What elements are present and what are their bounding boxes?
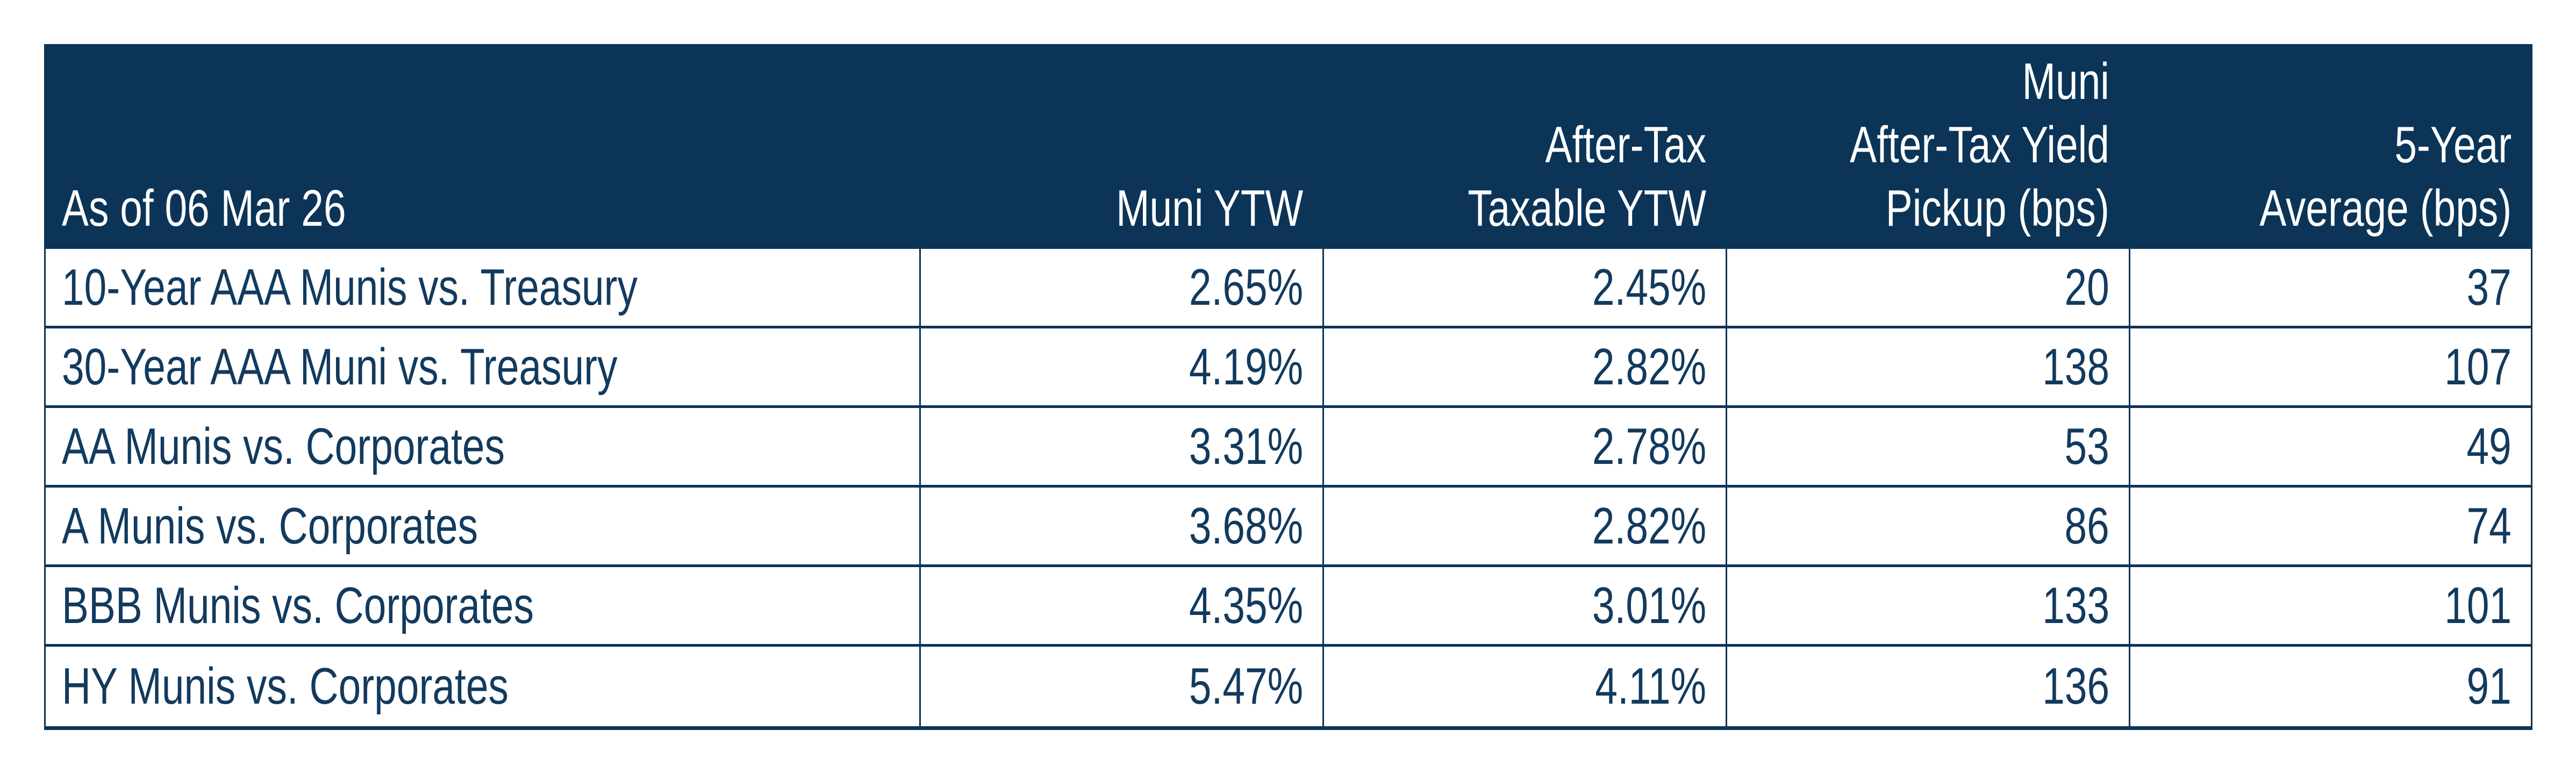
cell-muni-ytw: 5.47% — [919, 647, 1322, 726]
cell-label: HY Munis vs. Corporates — [46, 647, 919, 726]
table-row: BBB Munis vs. Corporates 4.35% 3.01% 133… — [46, 567, 2531, 647]
header-cell-muni-ytw: Muni YTW — [919, 46, 1322, 249]
header-label-after-tax-taxable-ytw: After-Tax Taxable YTW — [1468, 116, 1706, 237]
cell-text: HY Munis vs. Corporates — [62, 657, 509, 715]
cell-muni-ytw: 2.65% — [919, 249, 1322, 326]
cell-text: 20 — [2064, 258, 2109, 316]
cell-text: 4.19% — [1189, 338, 1303, 396]
cell-after-tax-taxable-ytw: 2.82% — [1322, 328, 1726, 405]
table-row: AA Munis vs. Corporates 3.31% 2.78% 53 4… — [46, 408, 2531, 488]
cell-text: 2.78% — [1592, 417, 1706, 475]
cell-5yr-average-bps: 49 — [2129, 408, 2531, 485]
table-row: HY Munis vs. Corporates 5.47% 4.11% 136 … — [46, 647, 2531, 726]
cell-after-tax-taxable-ytw: 2.82% — [1322, 488, 1726, 564]
cell-text: A Munis vs. Corporates — [62, 497, 478, 555]
table-row: 30-Year AAA Muni vs. Treasury 4.19% 2.82… — [46, 328, 2531, 408]
cell-text: 3.31% — [1189, 417, 1303, 475]
cell-text: 30-Year AAA Muni vs. Treasury — [62, 338, 618, 396]
table-header-row: As of 06 Mar 26 Muni YTW After-Tax Taxab… — [46, 46, 2531, 249]
cell-pickup-bps: 136 — [1726, 647, 2129, 726]
cell-text: AA Munis vs. Corporates — [62, 417, 505, 475]
cell-text: BBB Munis vs. Corporates — [62, 576, 534, 634]
cell-label: 10-Year AAA Munis vs. Treasury — [46, 249, 919, 326]
cell-text: 2.45% — [1592, 258, 1706, 316]
cell-text: 86 — [2064, 497, 2109, 555]
cell-pickup-bps: 20 — [1726, 249, 2129, 326]
table-row: A Munis vs. Corporates 3.68% 2.82% 86 74 — [46, 488, 2531, 567]
cell-after-tax-taxable-ytw: 4.11% — [1322, 647, 1726, 726]
cell-text: 136 — [2042, 657, 2109, 715]
cell-after-tax-taxable-ytw: 2.45% — [1322, 249, 1726, 326]
cell-5yr-average-bps: 37 — [2129, 249, 2531, 326]
header-cell-as-of-date: As of 06 Mar 26 — [46, 46, 919, 249]
cell-text: 2.65% — [1189, 258, 1303, 316]
cell-text: 3.01% — [1592, 576, 1706, 634]
cell-after-tax-taxable-ytw: 2.78% — [1322, 408, 1726, 485]
cell-label: BBB Munis vs. Corporates — [46, 567, 919, 644]
cell-5yr-average-bps: 74 — [2129, 488, 2531, 564]
cell-text: 133 — [2042, 576, 2109, 634]
cell-5yr-average-bps: 101 — [2129, 567, 2531, 644]
cell-text: 74 — [2466, 497, 2511, 555]
cell-text: 37 — [2466, 258, 2511, 316]
cell-text: 2.82% — [1592, 338, 1706, 396]
table-row: 10-Year AAA Munis vs. Treasury 2.65% 2.4… — [46, 249, 2531, 328]
header-cell-muni-after-tax-yield-pickup: Muni After-Tax Yield Pickup (bps) — [1726, 46, 2129, 249]
cell-text: 49 — [2466, 417, 2511, 475]
cell-pickup-bps: 138 — [1726, 328, 2129, 405]
cell-text: 107 — [2444, 338, 2511, 396]
cell-muni-ytw: 3.68% — [919, 488, 1322, 564]
muni-yield-table: As of 06 Mar 26 Muni YTW After-Tax Taxab… — [44, 44, 2532, 730]
cell-after-tax-taxable-ytw: 3.01% — [1322, 567, 1726, 644]
header-cell-5-year-average: 5-Year Average (bps) — [2129, 46, 2531, 249]
cell-text: 5.47% — [1189, 657, 1303, 715]
cell-label: 30-Year AAA Muni vs. Treasury — [46, 328, 919, 405]
cell-muni-ytw: 4.19% — [919, 328, 1322, 405]
cell-5yr-average-bps: 91 — [2129, 647, 2531, 726]
header-cell-after-tax-taxable-ytw: After-Tax Taxable YTW — [1322, 46, 1726, 249]
header-label-as-of-date: As of 06 Mar 26 — [62, 180, 346, 237]
cell-5yr-average-bps: 107 — [2129, 328, 2531, 405]
cell-text: 138 — [2042, 338, 2109, 396]
cell-label: A Munis vs. Corporates — [46, 488, 919, 564]
header-label-muni-ytw: Muni YTW — [1115, 180, 1303, 237]
cell-pickup-bps: 53 — [1726, 408, 2129, 485]
cell-muni-ytw: 4.35% — [919, 567, 1322, 644]
cell-text: 53 — [2064, 417, 2109, 475]
cell-muni-ytw: 3.31% — [919, 408, 1322, 485]
cell-label: AA Munis vs. Corporates — [46, 408, 919, 485]
cell-pickup-bps: 86 — [1726, 488, 2129, 564]
cell-text: 91 — [2466, 657, 2511, 715]
header-label-5-year-average: 5-Year Average (bps) — [2259, 116, 2511, 237]
cell-text: 10-Year AAA Munis vs. Treasury — [62, 258, 638, 316]
cell-text: 101 — [2444, 576, 2511, 634]
header-label-muni-after-tax-yield-pickup: Muni After-Tax Yield Pickup (bps) — [1850, 53, 2109, 237]
cell-text: 4.35% — [1189, 576, 1303, 634]
cell-text: 3.68% — [1189, 497, 1303, 555]
cell-text: 4.11% — [1595, 657, 1706, 715]
cell-text: 2.82% — [1592, 497, 1706, 555]
cell-pickup-bps: 133 — [1726, 567, 2129, 644]
